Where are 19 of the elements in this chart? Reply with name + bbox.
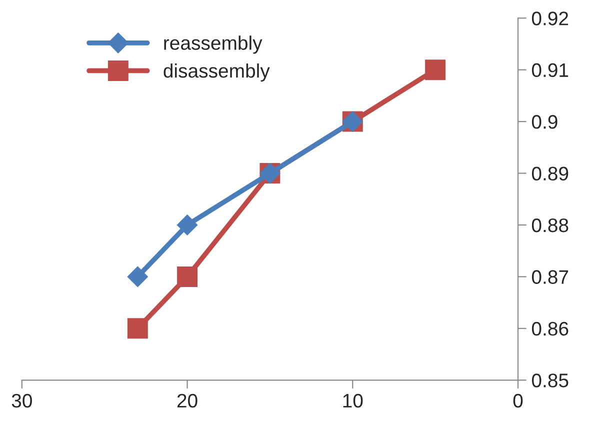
y-tick-label: 0.85 — [532, 374, 568, 388]
x-tick-label: 10 — [343, 394, 363, 408]
y-tick-label: 0.89 — [532, 166, 568, 180]
y-tick-label: 0.88 — [532, 218, 568, 232]
point — [176, 214, 198, 236]
y-tick-label: 0.86 — [532, 322, 568, 336]
x-tick-label: 0 — [513, 394, 523, 408]
point — [127, 318, 148, 339]
point — [425, 60, 446, 80]
legend-label: disassembly — [164, 63, 270, 82]
x-tick-label: 20 — [177, 394, 198, 408]
x-tick-label: 30 — [12, 394, 32, 408]
y-tick-label: 0.92 — [532, 12, 568, 26]
y-tick-label: 0.9 — [532, 115, 558, 129]
y-tick-label: 0.87 — [532, 270, 568, 284]
point — [127, 266, 148, 288]
y-tick-label: 0.91 — [532, 63, 568, 78]
legend-label: reassembly — [164, 36, 262, 54]
point — [177, 266, 198, 287]
